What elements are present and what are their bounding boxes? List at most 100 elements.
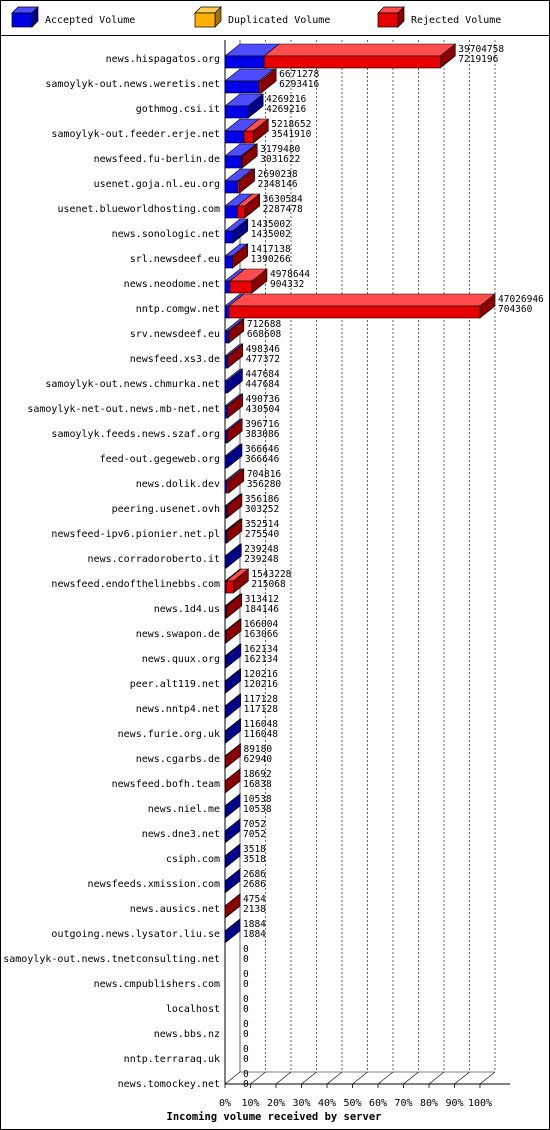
category-label: newsfeed.bofh.team <box>112 779 220 790</box>
value-label-accepted: 0 <box>243 979 249 990</box>
bar-rejected-front <box>225 580 234 594</box>
value-label-total: 4269216 <box>266 94 306 105</box>
category-label: news.swapon.de <box>136 629 220 640</box>
bar-rejected <box>226 343 244 369</box>
grid-floor-line <box>454 1071 470 1085</box>
bar-rejected <box>231 243 249 269</box>
bar-accepted-front <box>224 280 231 294</box>
bar-accepted <box>224 793 241 819</box>
category-label: nntp.comgw.net <box>136 304 220 315</box>
value-label-accepted: 7052 <box>243 829 266 840</box>
value-label-accepted: 3031622 <box>260 154 300 165</box>
bar-accepted-front <box>224 330 229 344</box>
bar-rejected-front <box>226 480 230 494</box>
grid-floor-line <box>428 1071 445 1085</box>
bar-rejected <box>224 743 242 769</box>
value-label-total: 4754 <box>243 894 266 905</box>
bar-rejected-top <box>263 43 457 57</box>
category-label: news.dolik.dev <box>136 479 220 490</box>
bar-accepted <box>224 668 242 694</box>
bar-accepted <box>224 843 241 869</box>
value-label-accepted: 1884 <box>243 929 266 940</box>
value-label-total: 712688 <box>247 319 282 330</box>
value-label-total: 120216 <box>244 669 279 680</box>
value-label-total: 162134 <box>244 644 279 655</box>
value-label-total: 166004 <box>244 619 279 630</box>
value-label-accepted: 275540 <box>245 529 280 540</box>
category-label: gothmog.csi.it <box>136 104 220 115</box>
value-label-accepted: 0 <box>243 1029 249 1040</box>
value-label-total: 366646 <box>245 444 280 455</box>
bar-accepted <box>224 93 265 119</box>
category-label: localhost <box>166 1004 220 1015</box>
x-tick-label: 70% <box>394 1098 412 1109</box>
category-label: samoylyk-out.news.weretis.net <box>45 79 220 90</box>
category-label: samoylyk-out.news.chmurka.net <box>45 379 220 390</box>
value-label-accepted: 3518 <box>243 854 266 865</box>
bar-accepted-front <box>224 355 228 369</box>
bar-rejected <box>263 43 457 69</box>
grid-floor-line <box>326 1071 343 1085</box>
bar-rejected <box>243 118 270 144</box>
bar-accepted <box>224 718 242 744</box>
value-label-total: 1417138 <box>251 244 291 255</box>
value-label-total: 356186 <box>245 494 280 505</box>
bar-accepted <box>224 218 249 244</box>
x-tick-label: 10% <box>241 1098 259 1109</box>
category-label: news.sonologic.net <box>112 229 220 240</box>
value-label-accepted: 0 <box>243 1004 249 1015</box>
value-label-accepted: 3541910 <box>271 129 311 140</box>
category-label: news.tomockey.net <box>118 1079 220 1090</box>
bar-rejected-front <box>225 605 227 619</box>
value-label-accepted: 0 <box>243 1079 249 1090</box>
bar-rejected <box>225 618 242 644</box>
category-label: outgoing.news.lysator.liu.se <box>51 929 220 940</box>
value-label-accepted: 6293416 <box>279 79 319 90</box>
value-label-total: 39704758 <box>458 44 504 55</box>
bar-rejected-front <box>237 205 245 219</box>
value-label-total: 704816 <box>247 469 282 480</box>
bar-accepted <box>224 368 244 394</box>
value-label-accepted: 215068 <box>251 579 286 590</box>
category-label: news.corradoroberto.it <box>88 554 220 565</box>
value-label-total: 7052 <box>243 819 266 830</box>
grid-floor-line <box>275 1071 292 1085</box>
legend: Accepted Volume Duplicated Volume Rejected… <box>11 6 501 28</box>
value-label-total: 447684 <box>245 369 280 380</box>
legend-label: Accepted Volume <box>45 15 135 26</box>
value-label-total: 498346 <box>246 344 281 355</box>
bar-rejected-front <box>243 130 254 144</box>
category-label: news.hispagatos.org <box>106 54 220 65</box>
value-label-accepted: 356280 <box>247 479 282 490</box>
category-label: peer.alt119.net <box>130 679 220 690</box>
value-label-accepted: 117128 <box>244 704 279 715</box>
value-label-accepted: 2686 <box>243 879 266 890</box>
bar-rejected <box>258 68 278 94</box>
legend-swatch <box>194 12 216 28</box>
category-label: newsfeed.xs3.de <box>130 354 220 365</box>
value-label-total: 47026946 <box>498 294 544 305</box>
grid-floor-line <box>479 1071 496 1085</box>
row-labels: news.hispagatos.org samoylyk-out.news.wer… <box>3 54 220 1090</box>
value-label-accepted: 0 <box>243 1054 249 1065</box>
bar-accepted <box>224 918 241 944</box>
grid-floor-line <box>301 1071 317 1085</box>
bar-rejected-front <box>237 180 240 194</box>
bar-accepted-front <box>224 305 230 319</box>
value-label-accepted: 366646 <box>245 454 280 465</box>
category-label: news.quux.org <box>142 654 220 665</box>
category-label: news.ausics.net <box>130 904 220 915</box>
bar-accepted-front <box>224 730 226 744</box>
value-label-accepted: 904332 <box>270 279 304 290</box>
bars <box>224 43 496 944</box>
x-tick-labels: 0% 10% 20% 30% 40% 50% 60% 70% 80% 90% 100% <box>219 1084 492 1109</box>
value-label-total: 5218652 <box>271 119 311 130</box>
value-label-total: 0 <box>243 1069 249 1080</box>
category-label: samoylyk.feeds.news.szaf.org <box>51 429 220 440</box>
bar-rejected <box>225 593 243 619</box>
value-label-total: 0 <box>243 1044 249 1055</box>
value-label-total: 0 <box>243 994 249 1005</box>
value-label-accepted: 7219196 <box>458 54 498 65</box>
category-label: csiph.com <box>166 854 220 865</box>
